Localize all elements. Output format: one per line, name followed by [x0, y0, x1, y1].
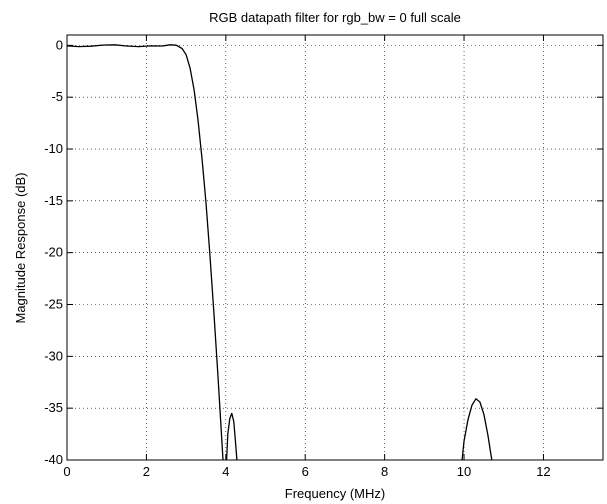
y-tick-label: -10 [44, 141, 63, 156]
y-tick-label: -20 [44, 245, 63, 260]
x-tick-label: 4 [222, 464, 229, 479]
x-axis-label: Frequency (MHz) [285, 486, 385, 501]
y-tick-label: 0 [56, 37, 63, 52]
x-tick-label: 2 [143, 464, 150, 479]
y-tick-label: -30 [44, 348, 63, 363]
y-tick-label: -5 [51, 89, 63, 104]
series-group [66, 44, 493, 461]
series-line [461, 398, 493, 461]
plot-frame [66, 34, 604, 461]
y-tick-label: -15 [44, 193, 63, 208]
chart-title: RGB datapath filter for rgb_bw = 0 full … [209, 10, 461, 25]
x-tick-label: 0 [63, 464, 70, 479]
x-tick-label: 12 [536, 464, 550, 479]
axis-ticks: 0 2 4 6 8 10 12 0 -5 -10 -15 -20 -25 -30 -35 -40 [44, 35, 603, 479]
x-tick-label: 10 [457, 464, 471, 479]
y-tick-label: -40 [44, 452, 63, 467]
grid-lines [67, 35, 603, 460]
y-axis-label: Magnitude Response (dB) [13, 172, 28, 323]
series-line [225, 412, 238, 461]
y-tick-label: -35 [44, 400, 63, 415]
series-line [66, 44, 224, 461]
y-tick-label: -25 [44, 297, 63, 312]
x-tick-label: 8 [381, 464, 388, 479]
x-tick-label: 6 [302, 464, 309, 479]
